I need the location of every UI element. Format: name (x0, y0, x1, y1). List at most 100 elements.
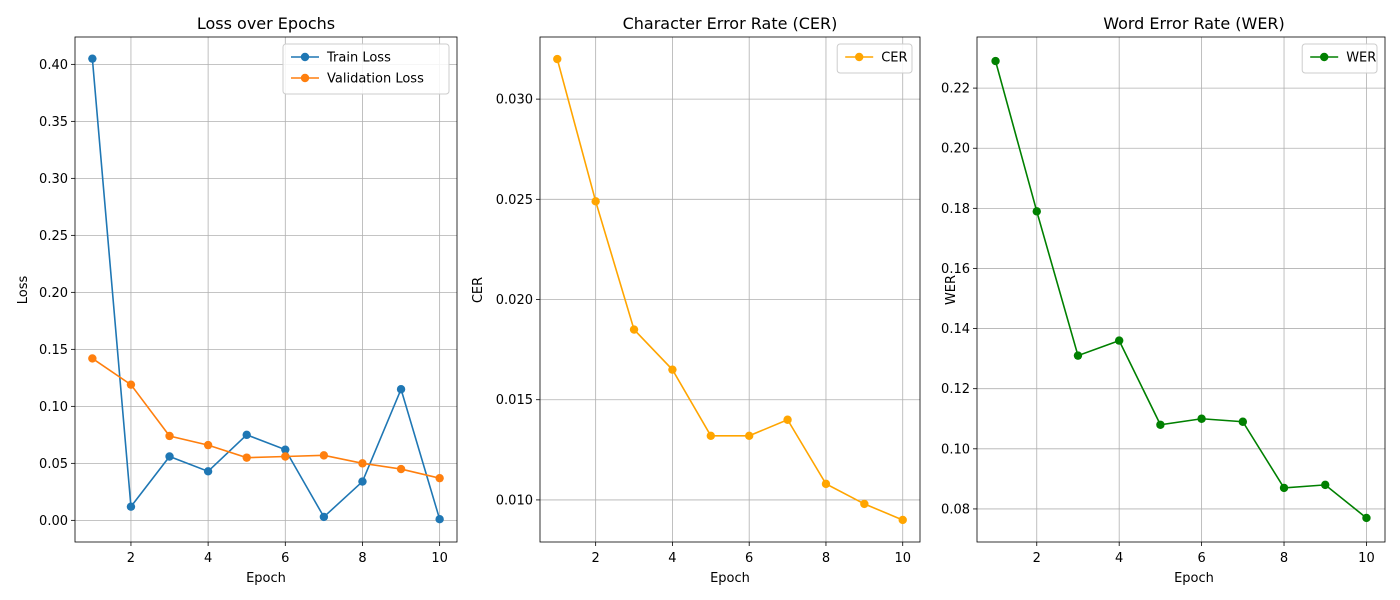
plot-frame (976, 36, 1386, 543)
x-axis-label: Epoch (710, 571, 750, 586)
x-tick-label: 8 (1280, 551, 1288, 566)
chart-title: Word Error Rate (WER) (1103, 14, 1285, 33)
data-point (1156, 420, 1165, 429)
y-tick-label: 0.18 (941, 202, 970, 217)
data-point (281, 445, 290, 454)
x-tick-label: 4 (668, 551, 676, 566)
data-point (1032, 207, 1041, 216)
y-tick-label: 0.25 (39, 229, 68, 244)
y-tick-label: 0.22 (941, 82, 970, 97)
y-tick-label: 0.16 (941, 262, 970, 277)
legend-box (282, 43, 450, 95)
data-point (126, 380, 136, 389)
data-point (242, 453, 251, 462)
y-tick-label: 0.030 (496, 93, 533, 108)
data-point (1279, 483, 1289, 493)
x-tick-label: 10 (1358, 551, 1375, 566)
legend-marker (855, 52, 864, 62)
data-point (898, 515, 907, 525)
y-axis-label: WER (944, 275, 959, 305)
data-point (203, 440, 213, 450)
plot-frame (539, 36, 921, 543)
x-tick-label: 10 (894, 551, 911, 566)
data-point (1197, 414, 1206, 423)
x-axis-label: Epoch (1174, 571, 1214, 586)
x-tick-label: 8 (822, 551, 830, 566)
y-tick-label: 0.20 (39, 286, 68, 301)
data-point (668, 365, 677, 374)
chart-title: Loss over Epochs (197, 14, 335, 33)
data-point (591, 197, 600, 206)
chart-wer: Word Error Rate (WER) Epoch WER 2 4 6 8 10 0.… (941, 14, 1386, 586)
x-tick-label: 6 (1197, 551, 1205, 566)
legend-box (1301, 43, 1378, 74)
x-tick-label: 4 (1115, 551, 1123, 566)
plot-frame (74, 36, 458, 543)
chart-cer: Character Error Rate (CER) Epoch CER 2 4 6… (471, 14, 921, 586)
legend-marker (300, 73, 310, 83)
legend-marker (300, 52, 310, 62)
y-tick-label: 0.12 (941, 382, 970, 397)
data-point (435, 473, 444, 483)
x-tick-label: 6 (281, 551, 289, 566)
x-tick-label: 8 (358, 551, 366, 566)
y-tick-label: 0.14 (941, 322, 970, 337)
x-tick-label: 6 (745, 551, 753, 566)
series-line (91, 357, 440, 479)
y-tick-label: 0.10 (39, 400, 68, 415)
chart-loss: Loss over Epochs Epoch Loss 2 4 6 8 10 0.00 0.… (16, 14, 458, 586)
y-tick-label: 0.025 (496, 193, 533, 208)
y-tick-label: 0.00 (39, 514, 68, 529)
y-tick-label: 0.020 (496, 293, 533, 308)
y-axis-label: CER (471, 277, 486, 303)
y-tick-label: 0.35 (39, 115, 68, 130)
data-point (744, 431, 754, 440)
data-point (821, 479, 831, 489)
data-point (435, 515, 444, 524)
data-point (281, 452, 290, 461)
series-line (556, 58, 904, 521)
x-tick-label: 10 (431, 551, 448, 566)
data-point (629, 325, 639, 334)
data-point (203, 467, 213, 476)
x-tick-label: 2 (1033, 551, 1041, 566)
x-tick-label: 2 (592, 551, 600, 566)
chart-title: Character Error Rate (CER) (623, 14, 838, 33)
data-point (1114, 336, 1124, 345)
legend-marker (1320, 52, 1329, 62)
data-point (165, 431, 174, 441)
y-tick-label: 0.30 (39, 172, 68, 187)
y-tick-label: 0.015 (496, 393, 533, 408)
y-tick-label: 0.15 (39, 343, 68, 358)
data-point (706, 431, 716, 440)
y-tick-label: 0.10 (941, 442, 970, 457)
legend-label: WER (1346, 51, 1376, 66)
legend-label: Validation Loss (327, 72, 424, 87)
data-point (319, 451, 329, 460)
data-point (396, 464, 406, 474)
y-tick-label: 0.010 (496, 493, 533, 508)
data-point (553, 54, 562, 64)
legend-label: Train Loss (326, 51, 391, 66)
series-line (994, 60, 1367, 519)
legend-box (836, 43, 913, 74)
data-point (319, 512, 329, 522)
data-point (358, 477, 367, 486)
x-tick-label: 4 (204, 551, 212, 566)
x-axis-label: Epoch (246, 571, 286, 586)
data-point (1321, 480, 1330, 490)
data-point (1073, 351, 1083, 360)
legend-label: CER (881, 51, 907, 66)
data-point (242, 430, 251, 440)
data-point (991, 56, 1000, 66)
data-point (358, 459, 367, 468)
data-point (126, 502, 136, 511)
data-point (1238, 417, 1248, 426)
data-point (1362, 513, 1371, 523)
y-tick-label: 0.20 (941, 142, 970, 157)
data-point (88, 54, 97, 63)
y-tick-label: 0.05 (39, 457, 68, 472)
data-point (783, 415, 792, 424)
data-point (860, 499, 869, 509)
